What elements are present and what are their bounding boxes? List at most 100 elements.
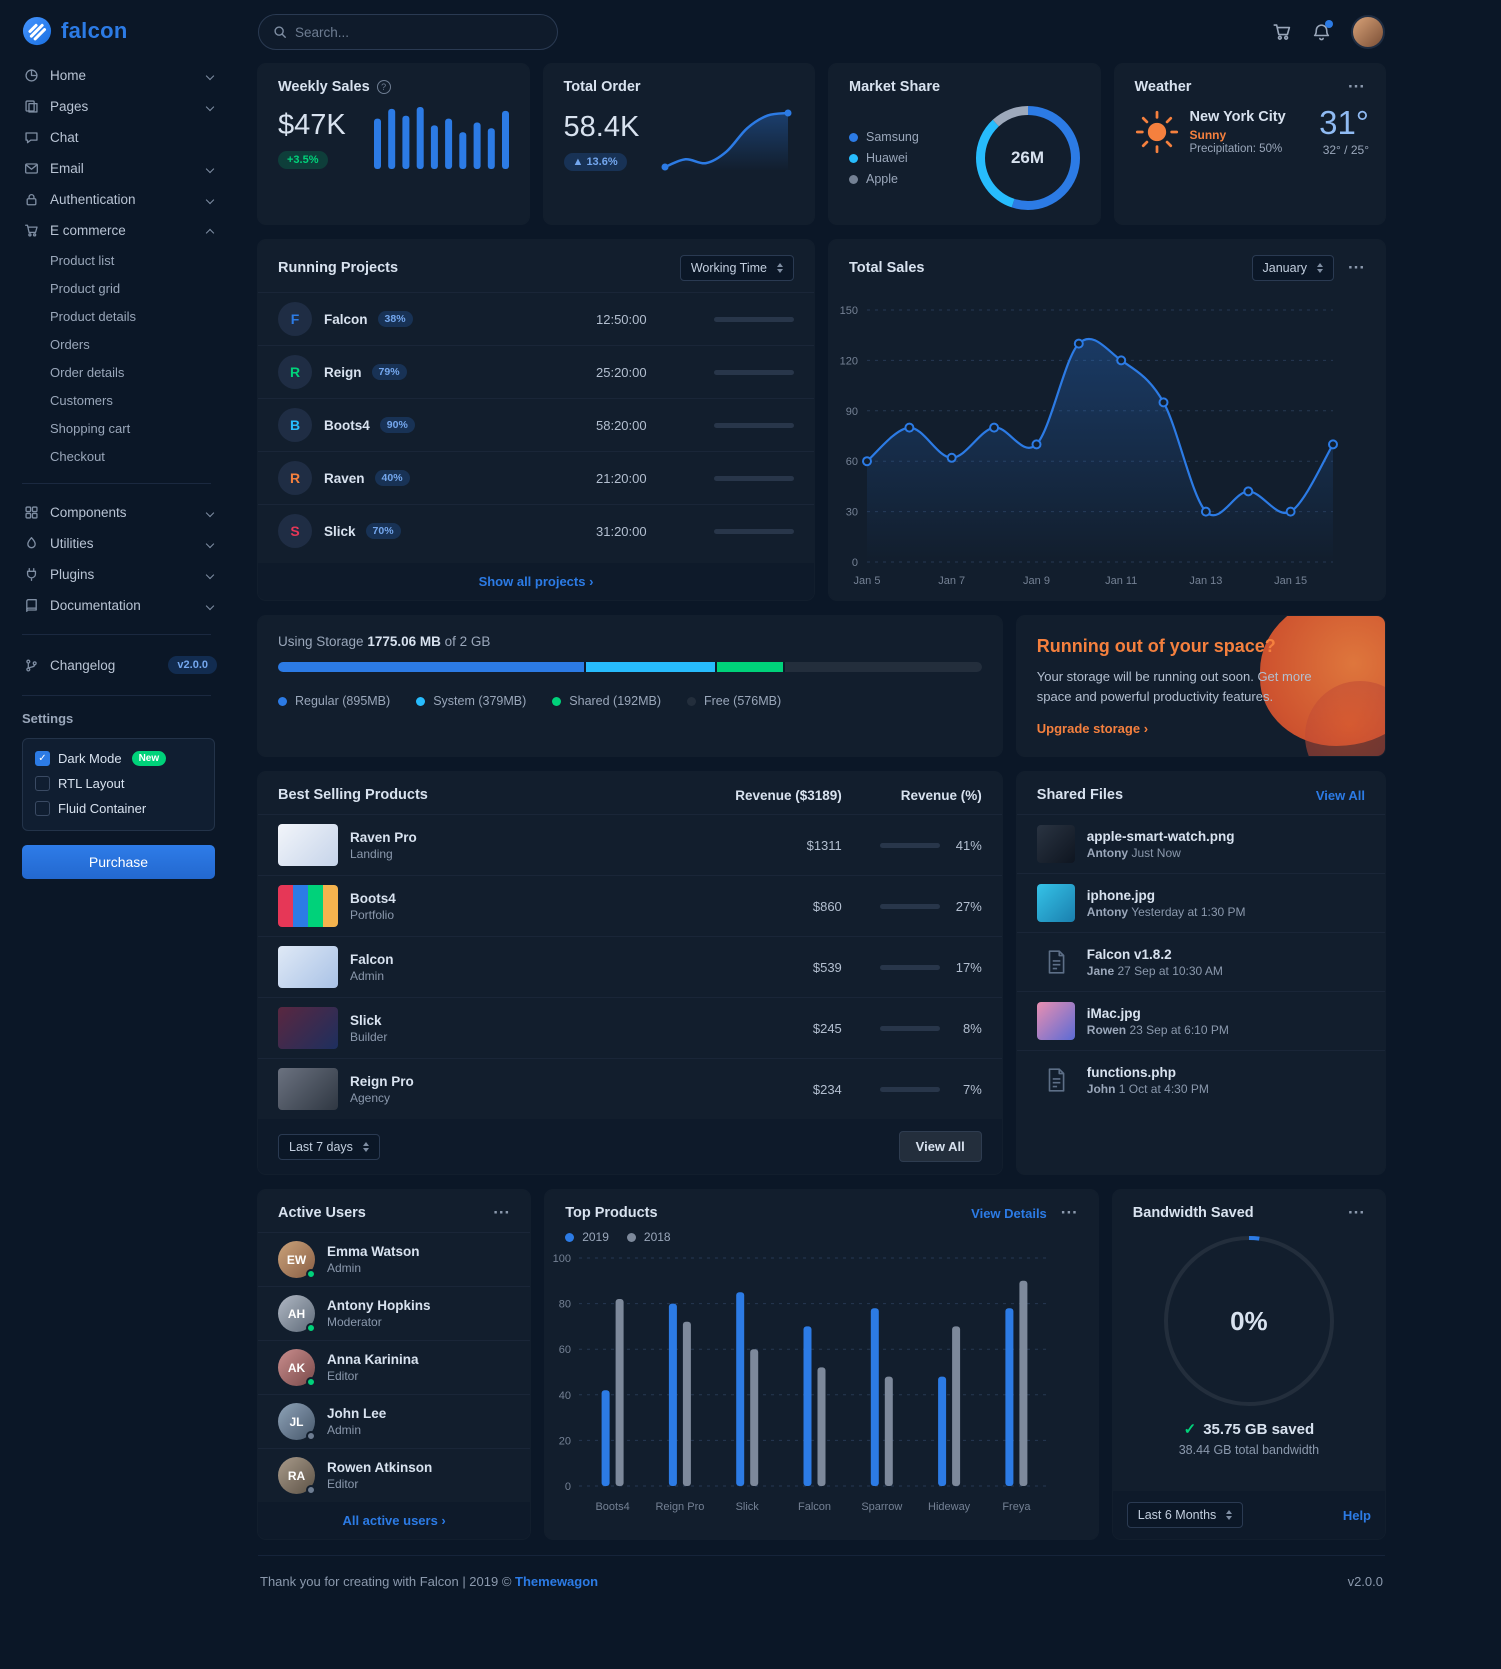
sidebar-item-components[interactable]: Components — [0, 497, 233, 528]
show-all-projects-link[interactable]: Show all projects › — [478, 574, 594, 589]
bell-icon[interactable] — [1312, 19, 1333, 42]
product-name[interactable]: Reign Pro — [350, 1073, 414, 1089]
file-name[interactable]: iphone.jpg — [1086, 887, 1156, 903]
sidebar-item-ecommerce[interactable]: E commerce — [0, 215, 233, 246]
last-6-months-select[interactable]: Last 6 Months — [1126, 1502, 1244, 1529]
project-row: R Raven 40% 21:20:00 — [258, 451, 814, 504]
ellipsis-icon[interactable] — [1348, 1208, 1365, 1218]
product-revenue: $234 — [812, 1081, 842, 1097]
card-title: Bandwidth Saved — [1132, 1205, 1254, 1222]
status-dot — [306, 1485, 316, 1496]
product-name[interactable]: Boots4 — [350, 890, 396, 906]
project-progress-bar — [714, 369, 794, 375]
sidebar-item-orders[interactable]: Orders — [50, 336, 90, 352]
sidebar-item-email[interactable]: Email — [0, 153, 233, 184]
sidebar-item-checkout[interactable]: Checkout — [50, 448, 105, 464]
sidebar-item-pages[interactable]: Pages — [0, 91, 233, 122]
sidebar-nav: Home Pages Chat Email Authentication E c… — [0, 60, 233, 879]
sidebar-item-authentication[interactable]: Authentication — [0, 184, 233, 215]
active-user-row[interactable]: AH Antony Hopkins Moderator — [258, 1286, 531, 1340]
sidebar-item-home[interactable]: Home — [0, 60, 233, 91]
user-avatar[interactable] — [1351, 15, 1385, 49]
project-name[interactable]: Slick — [324, 523, 356, 539]
active-user-row[interactable]: EW Emma Watson Admin — [258, 1232, 531, 1286]
product-name[interactable]: Slick — [350, 1012, 382, 1028]
svg-text:80: 80 — [559, 1299, 571, 1311]
purchase-button[interactable]: Purchase — [22, 845, 215, 879]
sidebar-item-utilities[interactable]: Utilities — [0, 528, 233, 559]
avatar: B — [278, 408, 312, 442]
sidebar-item-order-details[interactable]: Order details — [50, 364, 125, 380]
view-all-button[interactable]: View All — [898, 1131, 982, 1163]
ellipsis-icon[interactable] — [493, 1208, 510, 1218]
sidebar-item-documentation[interactable]: Documentation — [0, 590, 233, 621]
dark-mode-checkbox[interactable] — [35, 751, 50, 766]
ellipsis-icon[interactable] — [1348, 82, 1365, 92]
project-name[interactable]: Reign — [324, 364, 362, 380]
user-name: Rowen Atkinson — [327, 1460, 433, 1476]
ellipsis-icon[interactable] — [1348, 263, 1365, 273]
project-row: B Boots4 90% 58:20:00 — [258, 398, 814, 451]
regular-dot-icon — [278, 696, 287, 706]
product-percent: 7% — [962, 1081, 982, 1097]
themewagon-link[interactable]: Themewagon — [515, 1574, 599, 1590]
search-input-wrapper[interactable] — [258, 14, 558, 50]
sidebar-item-chat[interactable]: Chat — [0, 122, 233, 153]
settings-option[interactable]: Fluid Container — [35, 801, 202, 816]
sidebar-item-product-grid[interactable]: Product grid — [50, 280, 121, 296]
card-title: Total Order — [563, 79, 641, 95]
svg-text:60: 60 — [559, 1344, 571, 1356]
sidebar-item-changelog[interactable]: Changelog v2.0.0 — [0, 648, 233, 682]
settings-option[interactable]: Dark Mode New — [35, 751, 202, 766]
file-icon — [1037, 943, 1075, 981]
product-thumbnail — [278, 824, 338, 867]
sidebar-item-plugins[interactable]: Plugins — [0, 559, 233, 590]
view-details-link[interactable]: View Details — [971, 1205, 1047, 1221]
active-user-row[interactable]: RA Rowen Atkinson Editor — [258, 1448, 531, 1502]
last-7-days-select[interactable]: Last 7 days — [278, 1133, 380, 1160]
product-type: Agency — [350, 1090, 391, 1105]
file-name[interactable]: functions.php — [1086, 1064, 1177, 1080]
project-name[interactable]: Raven — [324, 470, 365, 486]
working-time-select[interactable]: Working Time — [679, 255, 794, 281]
card-title: Best Selling Products — [278, 787, 428, 804]
file-name[interactable]: Falcon v1.8.2 — [1086, 946, 1172, 962]
apple-dot-icon — [849, 174, 858, 184]
project-row: F Falcon 38% 12:50:00 — [258, 292, 814, 345]
project-name[interactable]: Falcon — [324, 311, 368, 327]
sidebar-item-shopping-cart[interactable]: Shopping cart — [50, 420, 131, 436]
series-2018-dot-icon — [626, 1232, 636, 1242]
weekly-sales-card: Weekly Sales $47K +3.5% — [258, 64, 529, 224]
view-all-files-link[interactable]: View All — [1315, 787, 1365, 803]
file-name[interactable]: iMac.jpg — [1086, 1005, 1141, 1021]
help-link[interactable]: Help — [1342, 1507, 1371, 1523]
product-name[interactable]: Raven Pro — [350, 829, 417, 845]
sidebar-item-product-list[interactable]: Product list — [50, 252, 115, 268]
sidebar-divider — [22, 695, 211, 696]
file-row: Falcon v1.8.2 Jane 27 Sep at 10:30 AM — [1016, 932, 1385, 991]
project-name[interactable]: Boots4 — [324, 417, 370, 433]
sidebar-item-product-details[interactable]: Product details — [50, 308, 136, 324]
search-input[interactable] — [295, 24, 543, 40]
shopping-cart-icon[interactable] — [1272, 22, 1292, 42]
active-user-row[interactable]: JL John Lee Admin — [258, 1394, 531, 1448]
rtl-layout-checkbox[interactable] — [35, 776, 50, 791]
file-thumbnail — [1036, 1002, 1075, 1041]
sidebar-item-customers[interactable]: Customers — [50, 392, 113, 408]
active-user-row[interactable]: AK Anna Karinina Editor — [258, 1340, 531, 1394]
projects-footer: Show all projects › — [258, 563, 814, 600]
all-active-users-link[interactable]: All active users › — [342, 1513, 446, 1529]
product-name[interactable]: Falcon — [350, 951, 394, 967]
ellipsis-icon[interactable] — [1061, 1208, 1078, 1218]
brand-logo[interactable]: falcon — [0, 0, 233, 60]
page-footer: Thank you for creating with Falcon | 201… — [258, 1555, 1385, 1615]
file-name[interactable]: apple-smart-watch.png — [1086, 828, 1235, 844]
fluid-container-checkbox[interactable] — [35, 801, 50, 816]
new-badge: New — [131, 751, 167, 766]
svg-text:Sparrow: Sparrow — [862, 1501, 903, 1513]
settings-option[interactable]: RTL Layout — [35, 776, 202, 791]
upgrade-storage-link[interactable]: Upgrade storage › — [1036, 721, 1149, 737]
info-icon[interactable] — [376, 80, 391, 94]
avatar: JL — [278, 1403, 316, 1442]
month-select[interactable]: January — [1251, 255, 1335, 281]
